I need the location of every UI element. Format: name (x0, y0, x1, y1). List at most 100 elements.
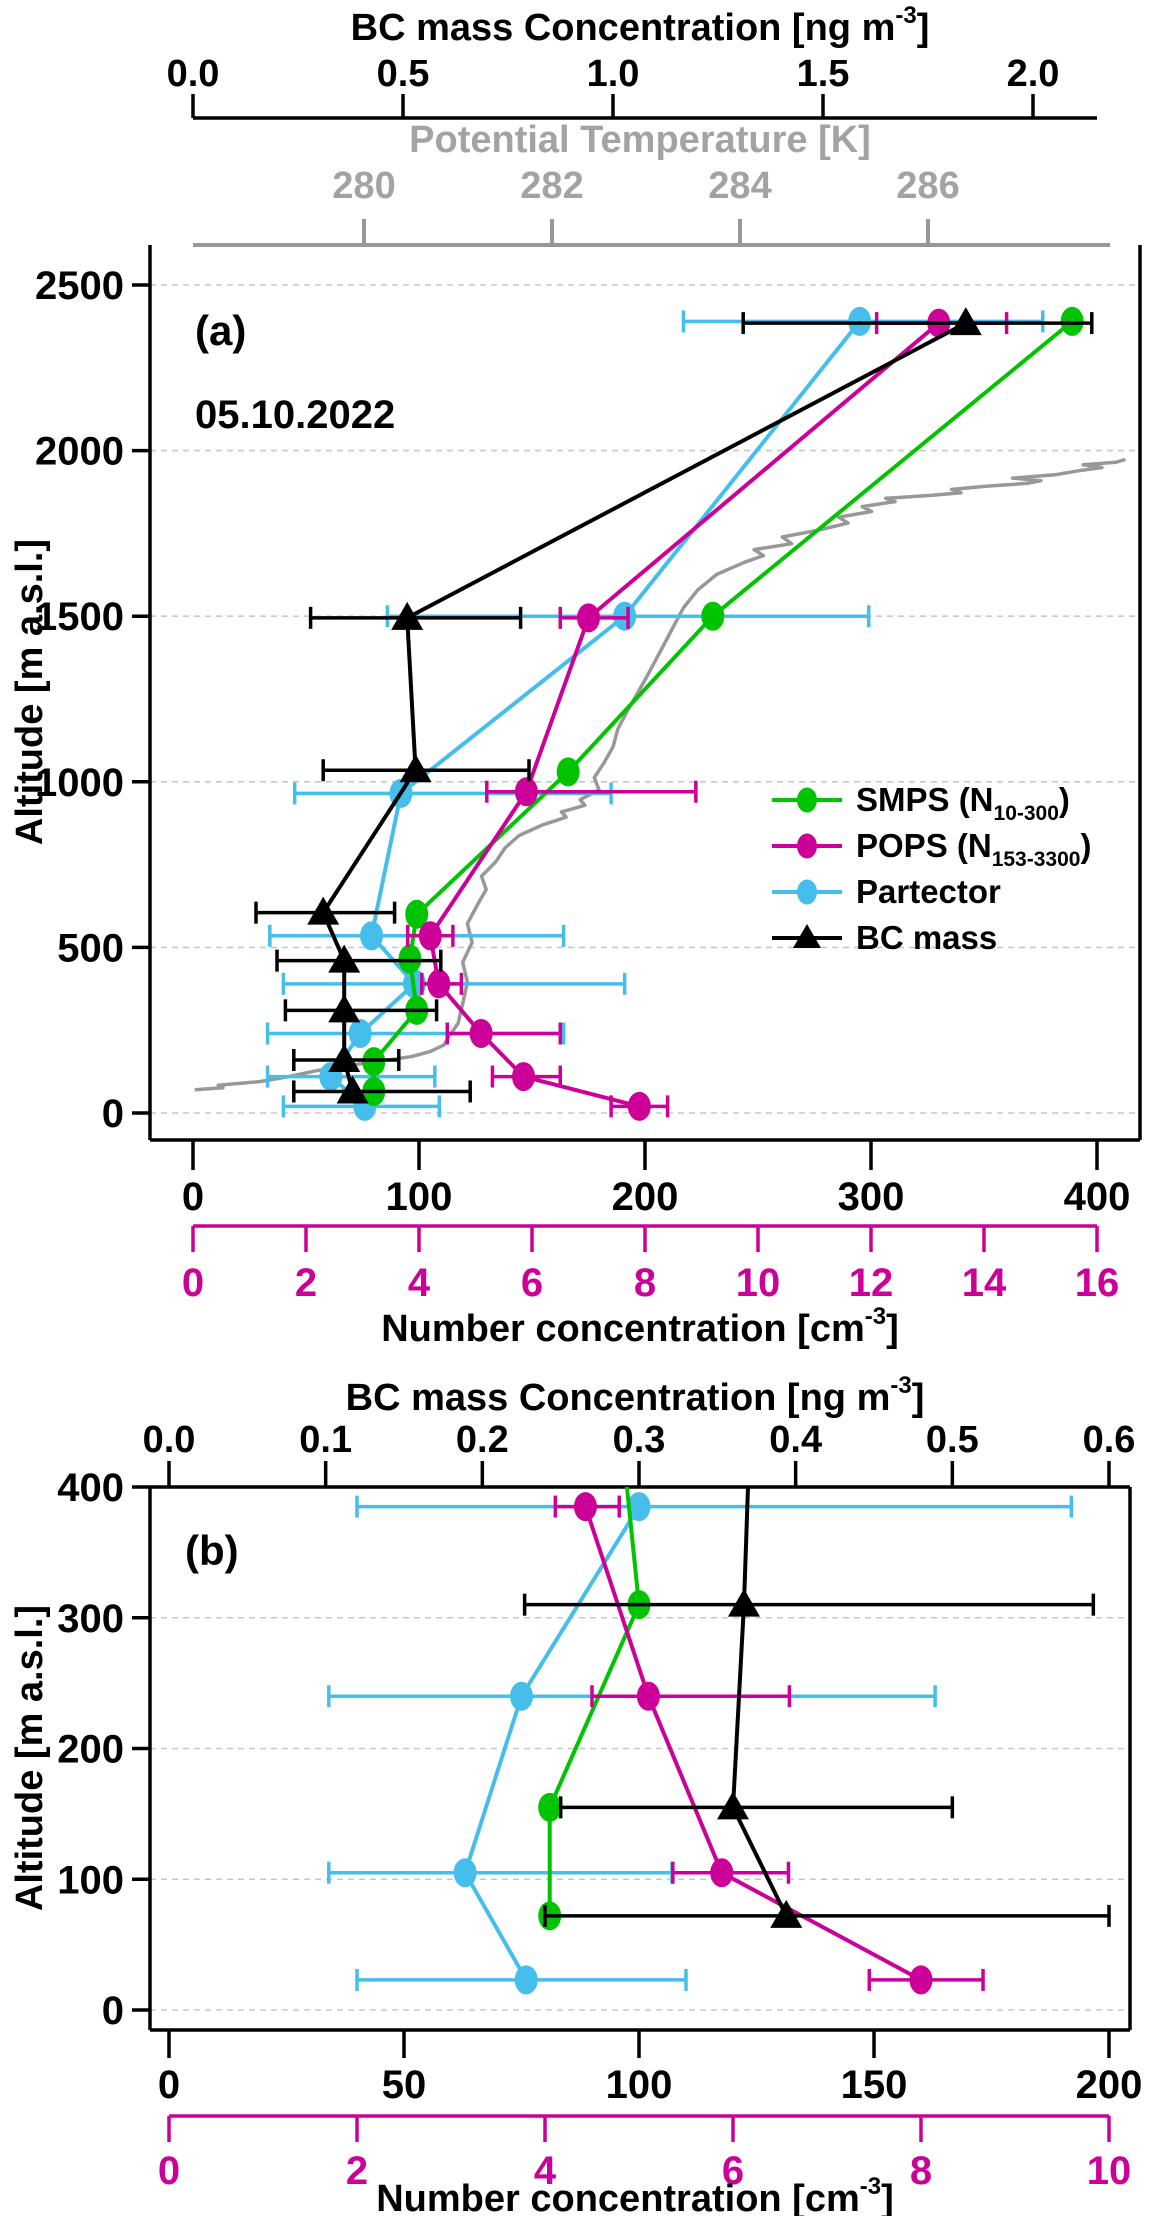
x-tick-label: 50 (382, 2063, 427, 2107)
bc-triangle-marker (717, 1791, 749, 1820)
x-tick-label: 300 (838, 1175, 905, 1219)
pops-circle-marker (512, 1062, 536, 1092)
magenta-tick-label: 0 (158, 2149, 180, 2193)
number-axis-title: Number concentration [cm-3] (381, 1303, 899, 1350)
magenta-tick-label: 2 (346, 2149, 368, 2193)
bc-triangle-marker (328, 994, 361, 1023)
bc-tick-label: 1.0 (587, 53, 640, 95)
bc-tick-label: 0.0 (143, 1419, 196, 1461)
bc-axis-title: BC mass Concentration [ng m-3] (351, 2, 930, 49)
pops-errorbar (590, 1685, 792, 1708)
y-tick-label: 200 (57, 1728, 124, 1772)
bc-errorbar (275, 949, 443, 972)
bc-errorbar (741, 312, 1094, 335)
smps-line (547, 1487, 641, 1916)
pops-circle-marker (469, 1019, 493, 1049)
legend-label: POPS (N153-3300) (856, 827, 1091, 871)
bc-tick-label: 0.5 (377, 53, 430, 95)
bc-errorbar (543, 1904, 1111, 1927)
partector-errorbar (265, 1065, 437, 1088)
bc-tick-label: 0.5 (926, 1419, 979, 1461)
panel-a: 0.0 0.5 1.0 1.5 2.0 BC mass Concentration [ng… (9, 2, 1142, 1350)
bc-triangle-marker (328, 944, 361, 973)
magenta-tick-label: 4 (534, 2149, 557, 2193)
bc-triangle-marker (391, 601, 424, 630)
bc-axis-a: 0.0 0.5 1.0 1.5 2.0 BC mass Concentration [ng… (167, 2, 1097, 120)
pops-line (428, 321, 941, 1109)
magenta-tick-label: 8 (634, 1261, 656, 1305)
partector-circle-marker (514, 1965, 538, 1995)
smps-line (371, 319, 1074, 1092)
magenta-tick-label: 10 (1087, 2149, 1132, 2193)
y-tick-label: 0 (102, 1092, 124, 1136)
magenta-tick-label: 16 (1075, 1261, 1120, 1305)
y-tick-label: 2500 (35, 264, 124, 308)
pops-circle-marker (909, 1965, 933, 1995)
magenta-axis-a: 0 2 4 6 8 10 12 14 16 Number concentration [cm-3] (182, 1224, 1120, 1350)
bc-triangle-marker (949, 307, 982, 336)
magenta-tick-label: 10 (736, 1261, 781, 1305)
x-tick-label: 0 (182, 1175, 204, 1219)
number-axis-a: 0 100 200 300 400 (182, 1140, 1130, 1219)
bc-errorbar (283, 999, 439, 1022)
pt-tick-label: 282 (520, 165, 583, 207)
bc-tick-label: 1.5 (797, 53, 850, 95)
pops-line (583, 1505, 922, 1982)
magenta-tick-label: 14 (962, 1261, 1007, 1305)
pops-circle-marker (577, 603, 600, 633)
bc-axis-b: 0.0 0.1 0.2 0.3 0.4 0.5 0.6 BC mass Concentrati… (143, 1372, 1135, 1489)
bc-triangle-marker (328, 1044, 361, 1073)
y-tick-label: 300 (57, 1597, 124, 1641)
partector-errorbar (355, 1495, 1074, 1518)
legend: SMPS (N10-300)POPS (N153-3300)Partector B… (772, 781, 1091, 956)
series-bc (522, 1487, 1111, 1928)
bc-errorbar (321, 759, 531, 782)
bc-tick-label: 0.2 (456, 1419, 509, 1461)
partector-circle-marker (510, 1681, 533, 1711)
y-tick-label: 2000 (35, 430, 124, 474)
bc-errorbar (292, 1080, 472, 1103)
x-tick-label: 100 (606, 2063, 673, 2107)
smps-circle-marker (405, 899, 429, 929)
pops-circle-marker (514, 777, 538, 807)
bc-errorbar (522, 1593, 1096, 1616)
pt-axis-a: 280 282 284 286 Potential Temperature [K] (193, 119, 1110, 247)
bc-axis-title: BC mass Concentration [ng m-3] (346, 1372, 925, 1419)
bc-triangle-marker (770, 1899, 803, 1928)
y-tick-label: 1500 (35, 595, 124, 639)
partector-errorbar (327, 1861, 674, 1884)
bc-triangle-marker (399, 754, 432, 783)
legend-circle-marker (797, 833, 817, 859)
pt-axis-title: Potential Temperature [K] (409, 119, 871, 161)
bc-tick-label: 0.1 (299, 1419, 352, 1461)
number-axis-title: Number concentration [cm-3] (376, 2173, 894, 2216)
x-tick-label: 0 (158, 2063, 180, 2107)
panel-b-tag: (b) (185, 1527, 239, 1574)
x-tick-label: 100 (386, 1175, 453, 1219)
series-smps (538, 1487, 651, 1931)
partector-circle-marker (453, 1858, 477, 1888)
pt-tick-label: 286 (896, 165, 959, 207)
bc-tick-label: 0.3 (613, 1419, 666, 1461)
legend-circle-marker (797, 879, 817, 905)
y-tick-label: 0 (102, 1989, 124, 2033)
legend-triangle-marker (793, 924, 821, 948)
partector-line (463, 1505, 641, 1981)
y-tick-label: 500 (57, 926, 124, 970)
series-smps (362, 306, 1084, 1106)
pops-circle-marker (627, 1091, 651, 1121)
partector-circle-marker (627, 1492, 651, 1522)
legend-label: BC mass (856, 919, 997, 956)
legend-label: Partector (856, 873, 1001, 910)
pops-circle-marker (636, 1681, 660, 1711)
magenta-tick-label: 6 (521, 1261, 543, 1305)
panel-b: 0.0 0.1 0.2 0.3 0.4 0.5 0.6 BC mass Concentrati… (9, 1372, 1142, 2220)
legend-item-pops: POPS (N153-3300) (772, 827, 1091, 871)
number-axis-b: 0 50 100 150 200 (158, 2030, 1142, 2107)
date-label: 05.10.2022 (195, 393, 395, 437)
x-tick-label: 200 (612, 1175, 679, 1219)
y-axis: 0 100 200 300 400 Altitude [m a.s.l.] (9, 1466, 1132, 2033)
temp-profile-line (194, 457, 1126, 1092)
